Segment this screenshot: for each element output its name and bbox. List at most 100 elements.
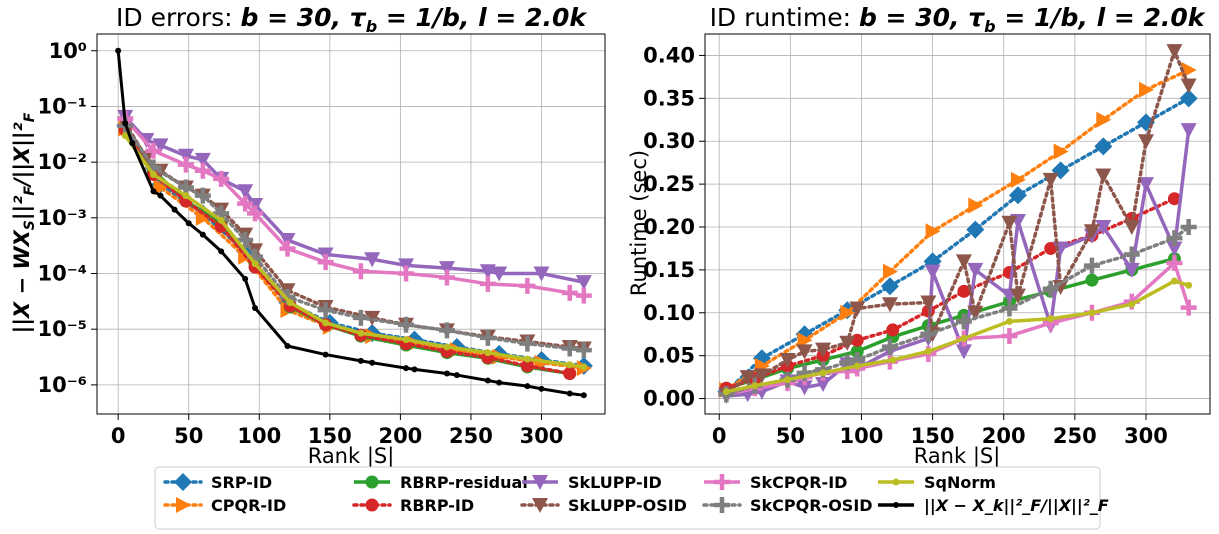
data-point bbox=[352, 263, 369, 280]
data-point bbox=[1166, 44, 1183, 60]
data-point bbox=[1180, 219, 1197, 236]
data-point bbox=[357, 357, 364, 364]
right-series bbox=[717, 44, 1198, 404]
y-tick-label: 0.35 bbox=[643, 86, 695, 110]
legend-marker bbox=[365, 475, 379, 489]
y-tick-label: 0.25 bbox=[643, 172, 695, 196]
data-point bbox=[411, 366, 418, 373]
y-tick-label: 0.20 bbox=[643, 215, 695, 239]
legend-item-skcpqr-id: SkCPQR-ID bbox=[704, 473, 847, 492]
data-point bbox=[957, 284, 971, 298]
data-point bbox=[177, 148, 194, 164]
data-point bbox=[849, 301, 866, 317]
x-tick-label: 0 bbox=[111, 424, 126, 448]
data-point bbox=[237, 184, 254, 200]
data-point bbox=[1137, 134, 1154, 150]
legend-marker bbox=[893, 502, 899, 508]
data-point bbox=[322, 351, 329, 358]
data-point bbox=[438, 269, 455, 286]
data-point bbox=[520, 359, 534, 373]
data-point bbox=[523, 355, 531, 363]
data-point bbox=[840, 304, 856, 321]
data-point bbox=[317, 254, 334, 271]
legend-label: SkCPQR-OSID bbox=[750, 496, 873, 515]
data-point bbox=[881, 297, 898, 313]
legend-label: SkLUPP-OSID bbox=[568, 496, 687, 515]
series-line bbox=[725, 279, 1190, 394]
data-point bbox=[784, 376, 792, 384]
legend-label: RBRP-residual bbox=[400, 473, 528, 492]
data-point bbox=[1008, 186, 1027, 205]
data-point bbox=[121, 132, 129, 140]
y-tick-label: 10⁻² bbox=[37, 150, 87, 174]
data-point bbox=[484, 377, 491, 384]
series-sklupp-osid bbox=[718, 44, 1197, 403]
data-point bbox=[279, 240, 296, 257]
data-point bbox=[194, 152, 211, 168]
y-tick-label: 10⁻¹ bbox=[37, 94, 87, 118]
data-point bbox=[1042, 172, 1059, 188]
data-point bbox=[563, 367, 577, 381]
data-point bbox=[796, 344, 813, 360]
data-point bbox=[496, 379, 503, 386]
x-tick-label: 50 bbox=[776, 424, 805, 448]
data-point bbox=[322, 319, 330, 327]
data-point bbox=[1095, 168, 1112, 184]
data-point bbox=[122, 120, 129, 127]
data-point bbox=[369, 359, 376, 366]
data-point bbox=[352, 309, 369, 326]
data-point bbox=[199, 231, 206, 238]
left-y-label: ||X − WXS||²F/||X||²F bbox=[10, 112, 38, 333]
right-y-label: Runtime (sec) bbox=[627, 150, 651, 296]
data-point bbox=[882, 263, 898, 280]
legend-items: SRP-ID CPQR-ID RBRP-residual RBRP-ID SkLUPP-… bbox=[163, 473, 1109, 516]
legend-item-srp-id: SRP-ID bbox=[163, 473, 272, 492]
legend-marker bbox=[365, 498, 379, 512]
data-point bbox=[886, 323, 900, 337]
data-point bbox=[1128, 300, 1136, 308]
data-point bbox=[1167, 192, 1181, 206]
data-point bbox=[218, 248, 225, 255]
x-tick-label: 250 bbox=[1053, 424, 1097, 448]
data-point bbox=[1001, 300, 1018, 317]
data-point bbox=[129, 140, 136, 147]
data-point bbox=[1001, 327, 1018, 344]
data-point bbox=[145, 142, 162, 159]
data-point bbox=[438, 261, 455, 277]
data-point bbox=[967, 305, 984, 321]
right-title: ID runtime: b = 30, τb = 1/b, l = 2.0k bbox=[710, 3, 1206, 36]
data-point bbox=[398, 316, 415, 333]
data-point bbox=[1166, 241, 1183, 257]
left-y-ticks: 10⁰ 10⁻¹ 10⁻² 10⁻³ 10⁻⁴ 10⁻⁵ 10⁻⁶ bbox=[37, 39, 97, 397]
series-line bbox=[123, 124, 586, 352]
data-point bbox=[1137, 177, 1154, 193]
data-point bbox=[1053, 143, 1069, 160]
y-tick-label: 10⁻⁴ bbox=[37, 262, 87, 286]
data-point bbox=[753, 368, 770, 384]
legend-marker bbox=[714, 497, 730, 513]
y-tick-label: 0.40 bbox=[643, 43, 695, 67]
data-point bbox=[1096, 111, 1112, 128]
data-point bbox=[966, 220, 985, 239]
legend-marker bbox=[176, 497, 191, 513]
data-point bbox=[182, 192, 190, 200]
series-line bbox=[123, 134, 585, 369]
series-sqnorm bbox=[121, 132, 588, 371]
series-line bbox=[724, 225, 1191, 397]
data-point bbox=[968, 197, 984, 214]
data-point bbox=[575, 275, 592, 291]
data-point bbox=[1166, 230, 1183, 247]
data-point bbox=[850, 344, 864, 358]
data-point bbox=[561, 284, 578, 301]
data-point bbox=[279, 232, 296, 248]
data-point bbox=[1123, 220, 1140, 236]
data-point bbox=[580, 392, 587, 399]
data-point bbox=[797, 332, 813, 349]
data-point bbox=[751, 382, 759, 390]
data-point bbox=[1138, 81, 1154, 98]
legend-item-rbrp-id: RBRP-ID bbox=[352, 496, 474, 515]
legend-label: SqNorm bbox=[924, 473, 996, 492]
x-tick-label: 0 bbox=[712, 424, 727, 448]
legend-item-sklupp-id: SkLUPP-ID bbox=[522, 473, 662, 492]
